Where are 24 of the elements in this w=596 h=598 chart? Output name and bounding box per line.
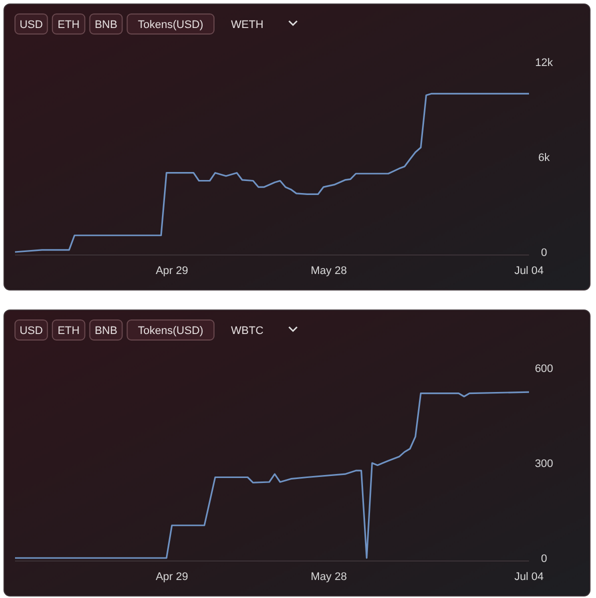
text: BNB <box>94 19 118 31</box>
y-tick-label: 300 <box>534 458 554 470</box>
text: WBTC <box>231 325 264 337</box>
x-tick-label: Apr 29 <box>156 265 188 277</box>
y-tick-label: 0 <box>540 553 548 565</box>
y-tick-label: 6k <box>538 152 550 164</box>
text: USD <box>20 325 43 337</box>
y-tick-label: 600 <box>534 363 554 375</box>
text: ETH <box>58 19 80 31</box>
text: WETH <box>231 19 264 31</box>
text: ETH <box>58 325 80 337</box>
y-tick-label: 0 <box>540 247 548 259</box>
x-tick-label: Jul 04 <box>514 265 544 277</box>
text: Tokens(USD) <box>138 325 204 337</box>
line-series <box>14 391 530 559</box>
line-series <box>14 92 530 253</box>
text: USD <box>20 19 43 31</box>
x-tick-label: May 28 <box>310 265 347 277</box>
text: BNB <box>94 325 118 337</box>
y-tick-label: 12k <box>535 57 554 69</box>
text: Tokens(USD) <box>138 19 204 31</box>
x-tick-label: May 28 <box>310 571 347 583</box>
x-tick-label: Jul 04 <box>514 571 544 583</box>
x-tick-label: Apr 29 <box>156 571 188 583</box>
